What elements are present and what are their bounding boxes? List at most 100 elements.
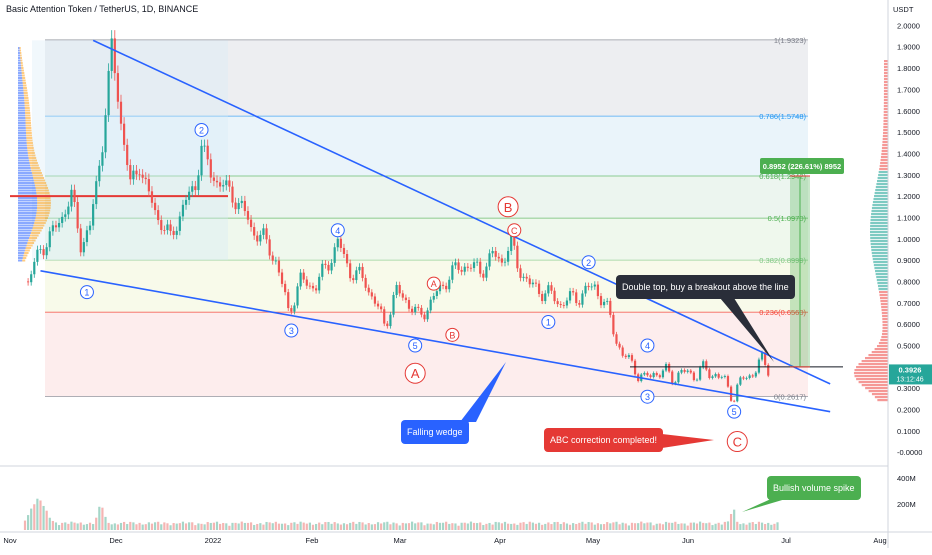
volume-profile-bar <box>18 169 32 172</box>
volume-bar <box>553 522 556 530</box>
volume-profile-bar <box>18 72 22 74</box>
candle <box>141 174 144 178</box>
volume-profile-bar <box>25 119 31 122</box>
candle <box>491 251 494 254</box>
time-axis-tick: Mar <box>394 536 407 545</box>
right-volume-profile-bar <box>881 333 888 336</box>
volume-bar <box>88 522 92 530</box>
volume-profile-bar <box>18 94 24 97</box>
candle <box>361 266 364 278</box>
candle <box>506 250 510 262</box>
right-volume-profile-bar <box>871 393 888 396</box>
candle <box>599 296 603 306</box>
volume-profile-bar <box>33 179 46 182</box>
double-top-text: Double top, buy a breakout above the lin… <box>622 282 789 292</box>
price-range-label-box <box>760 158 844 174</box>
right-volume-profile-bar <box>883 105 888 108</box>
right-volume-profile-bar <box>883 72 888 75</box>
volume-profile-bar <box>18 157 29 159</box>
candle <box>429 299 432 311</box>
right-volume-profile-bar <box>861 384 888 387</box>
volume-bar <box>658 523 661 530</box>
volume-profile-bar <box>21 72 25 74</box>
volume-bar <box>671 522 674 530</box>
volume-bar <box>621 522 624 530</box>
abc-text: ABC correction completed! <box>550 435 658 445</box>
volume-profile-bar <box>20 59 23 62</box>
volume-profile-bar <box>20 64 24 67</box>
candle <box>479 261 482 274</box>
candle <box>79 228 82 253</box>
right-volume-profile-bar <box>872 258 888 261</box>
volume-bar <box>30 508 33 530</box>
candle <box>45 247 48 256</box>
candle <box>36 249 39 262</box>
candle <box>274 260 277 262</box>
candle <box>565 300 569 306</box>
volume-profile-bar <box>18 52 20 54</box>
volume-profile-bar <box>28 154 36 157</box>
candle <box>107 70 110 116</box>
candle <box>469 267 473 269</box>
candle <box>581 293 584 305</box>
candle <box>432 295 435 300</box>
volume-profile-bar <box>23 92 28 94</box>
candle <box>209 159 212 178</box>
candle <box>228 180 231 187</box>
candle <box>503 261 507 263</box>
volume-bar <box>197 523 200 530</box>
volume-bar <box>510 523 513 530</box>
volume-bar <box>537 522 541 530</box>
volume-bar <box>361 522 364 530</box>
volume-profile-bar <box>25 112 31 114</box>
volume-bar <box>259 523 262 530</box>
volume-bar <box>534 523 538 530</box>
volume-bar <box>609 523 612 530</box>
right-volume-profile-bar <box>874 195 888 198</box>
candle <box>147 179 150 192</box>
volume-bar <box>36 498 39 530</box>
candle <box>203 145 206 147</box>
right-volume-profile-bar <box>864 357 888 360</box>
volume-profile-bar <box>31 229 42 232</box>
volume-bar <box>497 522 500 530</box>
right-volume-profile-bar <box>881 147 888 150</box>
time-axis-tick: Dec <box>109 536 123 545</box>
volume-bar <box>572 523 575 530</box>
volume-profile-bar <box>35 189 49 192</box>
volume-bar <box>373 524 377 530</box>
right-volume-profile-bar <box>881 306 888 309</box>
candle <box>609 300 612 315</box>
volume-bar <box>451 523 454 530</box>
volume-profile-bar <box>18 92 24 94</box>
right-volume-profile-bar <box>878 288 888 291</box>
right-volume-profile-bar <box>883 114 888 117</box>
volume-profile-bar <box>26 142 33 144</box>
volume-bar <box>287 525 290 530</box>
volume-bar <box>191 522 194 530</box>
volume-profile-bar <box>18 219 35 222</box>
candle <box>404 297 408 301</box>
candle <box>191 186 194 192</box>
candle <box>73 189 76 203</box>
volume-bar <box>581 521 584 530</box>
volume-bar <box>686 525 689 530</box>
volume-bar <box>364 524 367 530</box>
falling-wedge-text: Falling wedge <box>407 427 463 437</box>
volume-bar <box>392 522 395 530</box>
volume-profile-bar <box>18 249 25 252</box>
price-axis-tick: 1.0000 <box>897 235 920 244</box>
right-volume-profile-bar <box>876 279 888 282</box>
candle <box>163 230 166 231</box>
time-axis-tick: Apr <box>494 536 506 545</box>
volume-bar <box>652 525 655 530</box>
right-volume-profile-bar <box>880 300 888 303</box>
right-volume-profile-bar <box>880 162 888 165</box>
volume-profile-bar <box>18 82 23 84</box>
candle <box>175 230 178 235</box>
price-axis-bg <box>888 0 932 548</box>
candle <box>568 291 572 301</box>
volume-profile-bar <box>21 74 25 77</box>
